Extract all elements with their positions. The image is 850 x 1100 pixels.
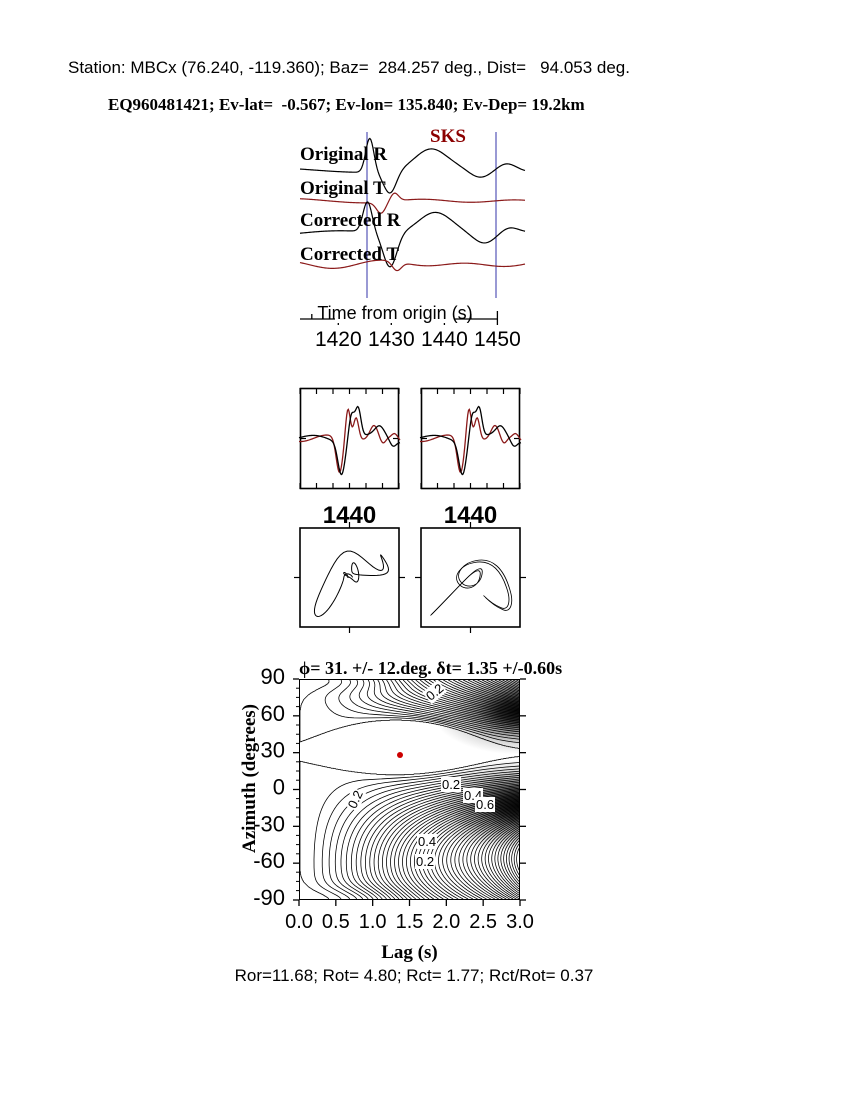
svg-text:3.0: 3.0 <box>506 911 534 933</box>
svg-text:1420: 1420 <box>315 328 362 351</box>
svg-text:90: 90 <box>261 664 285 689</box>
svg-text:30: 30 <box>261 738 285 763</box>
svg-text:-90: -90 <box>253 885 285 910</box>
svg-text:0: 0 <box>273 775 285 800</box>
svg-text:0.5: 0.5 <box>322 911 350 933</box>
svg-text:1.5: 1.5 <box>396 911 424 933</box>
svg-text:1430: 1430 <box>368 328 415 351</box>
svg-text:1.0: 1.0 <box>359 911 387 933</box>
svg-text:Time from origin (s): Time from origin (s) <box>317 303 472 323</box>
svg-text:0.0: 0.0 <box>285 911 313 933</box>
svg-text:1440: 1440 <box>421 328 468 351</box>
svg-text:2.5: 2.5 <box>469 911 497 933</box>
svg-text:1450: 1450 <box>474 328 521 351</box>
svg-text:SKS: SKS <box>430 126 466 147</box>
svg-text:60: 60 <box>261 701 285 726</box>
svg-text:2.0: 2.0 <box>432 911 460 933</box>
